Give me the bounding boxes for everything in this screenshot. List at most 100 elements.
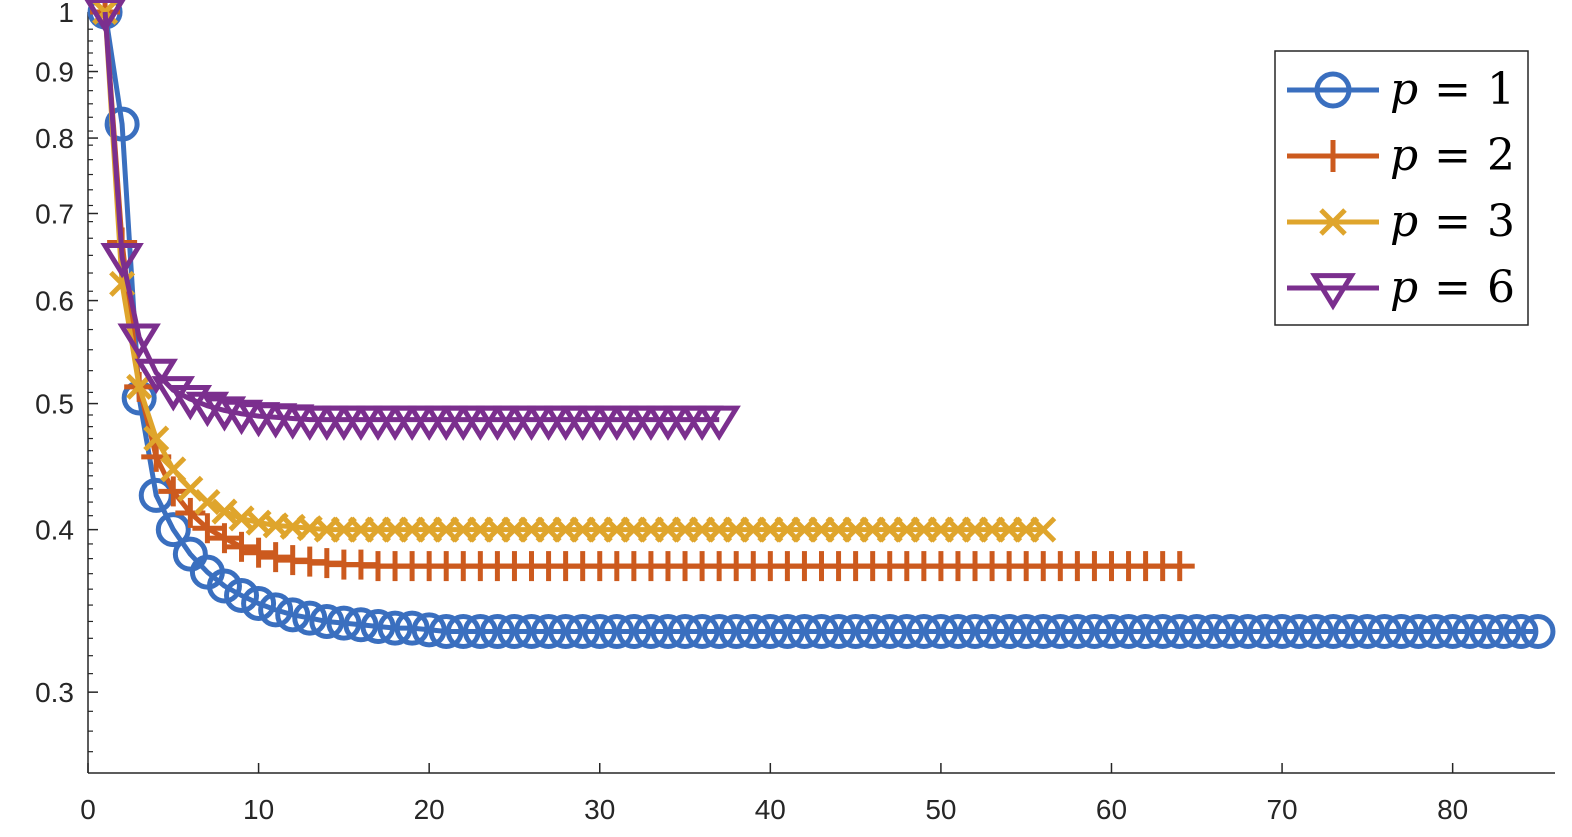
circle-marker — [155, 512, 191, 548]
marker-circle — [1401, 614, 1437, 650]
circle-marker — [786, 614, 822, 650]
circle-marker — [309, 603, 345, 639]
circle-marker — [804, 614, 839, 650]
x-marker-b — [126, 373, 153, 400]
marker-circle — [906, 614, 942, 650]
marker-plus — [192, 513, 223, 544]
circle-marker — [1145, 614, 1181, 650]
circle-marker — [531, 614, 567, 650]
x-tick-label: 0 — [80, 794, 96, 825]
marker-plus — [226, 531, 257, 562]
y-tick-label: 0.4 — [35, 515, 74, 546]
marker-circle — [957, 614, 993, 650]
legend-var: p — [1390, 262, 1418, 313]
circle-marker — [821, 614, 857, 650]
marker-circle — [104, 106, 140, 142]
marker-circle — [479, 614, 515, 650]
circle-marker — [1383, 614, 1419, 650]
series-line — [102, 11, 1180, 569]
x-tick-label: 30 — [584, 794, 615, 825]
circle-marker — [445, 614, 481, 650]
series-4 — [84, 0, 741, 441]
marker-triangle-down — [168, 385, 213, 421]
marker-circle — [1247, 614, 1283, 650]
circle-marker — [377, 610, 413, 646]
legend-item-2: p = 2 — [1287, 130, 1515, 181]
marker-circle — [377, 610, 413, 646]
marker-circle — [1213, 614, 1249, 650]
marker-circle — [496, 614, 532, 650]
circle-marker — [735, 614, 771, 650]
marker-circle — [394, 610, 430, 646]
marker-circle — [1298, 614, 1334, 650]
circle-marker — [1059, 614, 1095, 650]
marker-circle — [582, 614, 618, 650]
marker-circle — [155, 512, 191, 548]
circle-marker — [241, 585, 277, 621]
circle-marker — [548, 614, 584, 650]
marker-circle — [1435, 614, 1471, 650]
marker-plus — [158, 476, 189, 507]
marker-circle — [224, 577, 260, 613]
marker-circle — [1486, 614, 1522, 650]
marker-plus — [175, 497, 206, 528]
marker-circle — [241, 585, 277, 621]
x-tick-label: 60 — [1096, 794, 1127, 825]
marker-circle — [616, 614, 652, 650]
legend-label: p = 2 — [1390, 130, 1515, 181]
circle-marker — [974, 614, 1010, 650]
marker-circle — [752, 614, 788, 650]
marker-circle — [1059, 614, 1095, 650]
marker-circle — [1230, 614, 1266, 650]
marker-circle — [855, 614, 891, 650]
circle-marker — [855, 614, 891, 650]
legend-item-4: p = 6 — [1287, 262, 1515, 313]
marker-circle — [1281, 614, 1317, 650]
circle-marker — [428, 614, 464, 650]
marker-circle — [633, 614, 669, 650]
triangle-marker — [117, 323, 161, 359]
marker-circle — [838, 614, 874, 650]
circle-marker — [872, 614, 908, 650]
marker-circle — [292, 600, 328, 636]
x-tick-label: 70 — [1266, 794, 1297, 825]
legend-value: 3 — [1487, 196, 1515, 247]
y-tick-label: 0.7 — [35, 198, 74, 229]
circle-marker — [1349, 614, 1385, 650]
marker-x — [1030, 516, 1057, 543]
marker-circle — [1314, 71, 1352, 109]
marker-triangle-down — [84, 0, 126, 34]
x-marker-b — [211, 498, 238, 525]
circle-marker — [394, 610, 430, 646]
circle-marker — [1128, 614, 1164, 650]
circle-marker — [462, 614, 498, 650]
marker-circle — [701, 614, 737, 650]
circle-marker — [582, 614, 618, 650]
x-marker-b — [109, 270, 136, 297]
circle-marker — [1520, 614, 1556, 650]
circle-marker — [224, 577, 260, 613]
axes: 0 10 20 30 40 50 60 70 80 0.3 0.4 0.5 0.6 0.7 0.8 0.9 1 — [35, 0, 1555, 825]
marker-x — [177, 475, 204, 502]
marker-circle — [1145, 614, 1181, 650]
marker-circle — [872, 614, 908, 650]
y-tick-label: 0.3 — [35, 677, 74, 708]
legend-equals: = — [1434, 196, 1471, 247]
circle-marker — [1179, 614, 1215, 650]
marker-circle — [1418, 614, 1454, 650]
x-marker-b — [160, 456, 187, 483]
x-tick-label: 20 — [414, 794, 445, 825]
x-tick-label: 40 — [755, 794, 786, 825]
circle-marker — [684, 614, 720, 650]
marker-triangle-down — [185, 391, 230, 428]
marker-plus — [209, 523, 240, 554]
marker-x — [211, 498, 238, 525]
marker-circle — [650, 614, 686, 650]
circle-marker — [479, 614, 515, 650]
marker-x — [194, 489, 221, 516]
marker-x — [126, 373, 153, 400]
circle-marker — [1025, 614, 1061, 650]
marker-circle — [667, 614, 703, 650]
x-marker-b — [1030, 516, 1057, 543]
marker-triangle-down — [1310, 273, 1356, 311]
